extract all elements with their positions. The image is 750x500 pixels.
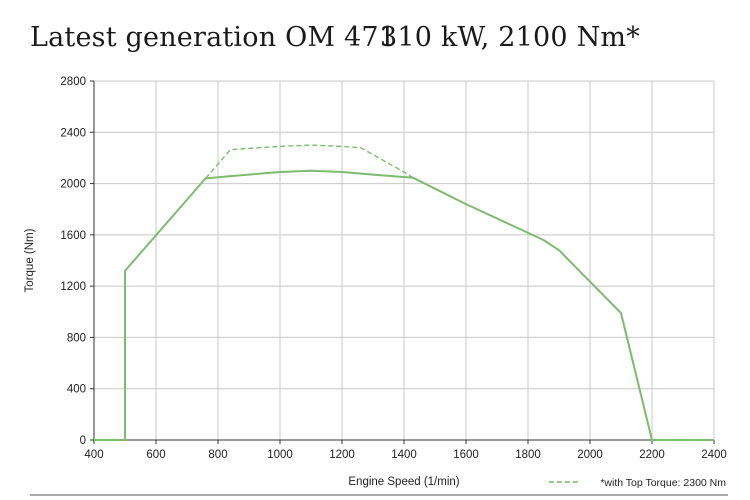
x-tick-label-1000: 1000 bbox=[267, 449, 293, 461]
y-tick-label-1600: 1600 bbox=[60, 230, 86, 242]
torque-solid-line bbox=[94, 169, 714, 441]
chart-title: Latest generation OM 471 bbox=[30, 22, 397, 53]
legend-entry-top-torque: *with Top Torque: 2300 Nm bbox=[600, 477, 726, 489]
y-tick-label-1200: 1200 bbox=[60, 281, 86, 293]
y-tick-label-400: 400 bbox=[67, 384, 86, 396]
y-tick-label-2400: 2400 bbox=[60, 127, 86, 139]
x-tick-label-2200: 2200 bbox=[639, 449, 665, 461]
x-tick-label-1600: 1600 bbox=[453, 449, 479, 461]
x-axis-label: Engine Speed (1/min) bbox=[348, 476, 459, 488]
x-tick-label-400: 400 bbox=[84, 449, 103, 461]
y-axis-label: Torque (Nm) bbox=[24, 228, 36, 292]
top-torque-dashed-line bbox=[205, 144, 414, 179]
y-tick-label-2000: 2000 bbox=[60, 179, 86, 191]
tick-labels: 400 600 800 1000 1200 1400 1600 1800 2000 2200 240… bbox=[60, 76, 726, 461]
series-lines bbox=[94, 144, 714, 441]
chart-subtitle: 310 kW, 2100 Nm* bbox=[380, 22, 640, 53]
y-tick-label-0: 0 bbox=[80, 435, 86, 447]
y-tick-label-2800: 2800 bbox=[60, 76, 86, 88]
x-tick-label-1200: 1200 bbox=[329, 449, 355, 461]
x-tick-label-2000: 2000 bbox=[577, 449, 603, 461]
axes bbox=[90, 80, 715, 444]
x-tick-label-1400: 1400 bbox=[391, 449, 417, 461]
y-tick-label-800: 800 bbox=[67, 332, 86, 344]
x-tick-label-2400: 2400 bbox=[701, 449, 727, 461]
x-tick-label-600: 600 bbox=[146, 449, 165, 461]
x-tick-label-800: 800 bbox=[208, 449, 227, 461]
grid bbox=[94, 80, 715, 440]
x-tick-label-1800: 1800 bbox=[515, 449, 541, 461]
